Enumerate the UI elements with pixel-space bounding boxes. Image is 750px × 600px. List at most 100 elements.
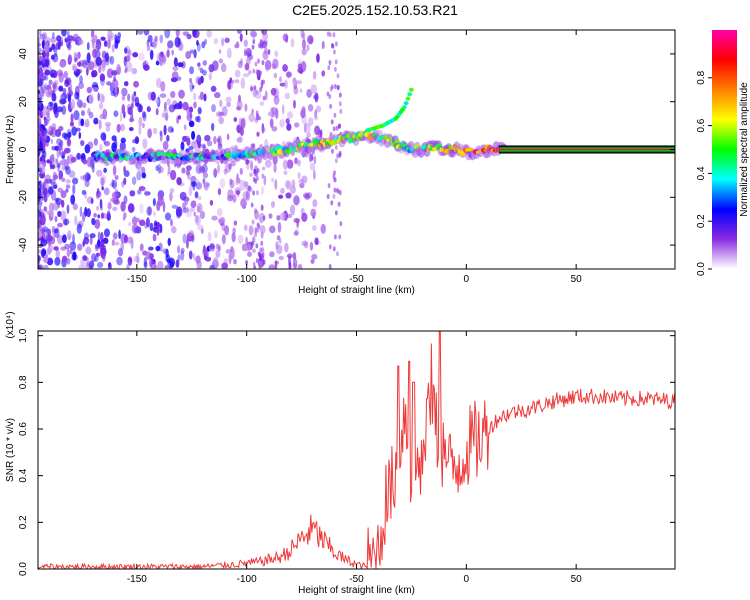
noise-blob: [64, 166, 69, 171]
noise-blob: [190, 200, 197, 209]
noise-blob: [106, 81, 112, 86]
noise-blob: [328, 244, 332, 250]
noise-blob: [162, 140, 169, 151]
noise-blob: [38, 72, 41, 83]
noise-blob: [74, 91, 79, 100]
noise-blob: [72, 203, 78, 211]
noise-blob: [176, 177, 182, 186]
noise-blob: [41, 226, 49, 232]
noise-blob: [94, 43, 101, 50]
noise-blob: [54, 80, 59, 85]
noise-blob: [39, 140, 43, 149]
noise-blob: [83, 122, 90, 128]
noise-blob: [112, 165, 117, 176]
noise-blob: [306, 88, 312, 98]
noise-blob: [287, 111, 294, 119]
noise-blob: [260, 204, 264, 211]
noise-blob: [328, 94, 332, 100]
noise-blob: [101, 94, 106, 103]
noise-blob: [240, 198, 247, 208]
noise-blob: [42, 52, 47, 59]
noise-blob: [146, 206, 153, 216]
noise-blob: [119, 111, 123, 122]
noise-blob: [193, 101, 197, 109]
noise-blob: [289, 204, 296, 216]
noise-blob: [38, 50, 41, 61]
noise-blob: [312, 199, 318, 208]
noise-blob: [158, 166, 164, 174]
noise-blob: [297, 67, 304, 74]
noise-blob: [100, 132, 107, 141]
noise-blob: [230, 247, 236, 259]
noise-blob: [233, 258, 237, 265]
noise-blob: [334, 158, 338, 164]
noise-blob: [240, 117, 246, 129]
noise-blob: [103, 187, 110, 196]
noise-blob: [336, 73, 340, 79]
noise-blob: [116, 256, 123, 266]
noise-blob: [114, 40, 119, 49]
noise-blob: [182, 31, 189, 36]
noise-blob: [38, 181, 42, 192]
y-axis-label: SNR (10 * v/v): [5, 418, 16, 482]
noise-blob: [194, 191, 199, 199]
noise-blob: [309, 241, 314, 251]
noise-blob: [175, 30, 180, 38]
noise-blob: [92, 87, 99, 92]
noise-blob: [167, 237, 171, 247]
noise-blob: [196, 205, 201, 213]
noise-blob: [216, 163, 220, 174]
noise-blob: [70, 113, 74, 124]
noise-blob: [258, 43, 261, 49]
noise-blob: [127, 93, 131, 102]
noise-blob: [65, 184, 71, 189]
noise-blob: [109, 55, 115, 65]
noise-blob: [332, 173, 336, 179]
noise-blob: [190, 181, 197, 187]
noise-blob: [219, 178, 226, 189]
noise-blob: [99, 198, 103, 209]
y-tick-label: 40: [18, 48, 29, 60]
noise-blob: [235, 190, 241, 196]
noise-blob: [38, 42, 41, 48]
noise-blob: [245, 190, 251, 201]
noise-blob: [86, 52, 91, 63]
noise-blob: [89, 236, 93, 245]
noise-blob: [159, 131, 163, 142]
noise-blob: [185, 238, 189, 249]
noise-blob: [229, 179, 235, 189]
noise-blob: [274, 178, 278, 190]
noise-blob: [101, 186, 104, 191]
noise-blob: [254, 232, 258, 238]
noise-blob: [304, 193, 311, 200]
noise-blob: [185, 209, 192, 218]
noise-blob: [77, 61, 82, 67]
noise-blob: [132, 52, 139, 58]
noise-blob: [67, 92, 72, 103]
noise-blob: [209, 199, 214, 206]
noise-blob: [260, 240, 264, 246]
noise-blob: [239, 179, 246, 191]
noise-blob: [162, 201, 166, 213]
colorbar-label: Normalized spectral amplitude: [739, 82, 750, 217]
noise-blob: [233, 117, 238, 122]
noise-blob: [80, 258, 86, 267]
noise-blob: [111, 79, 119, 89]
noise-blob: [314, 109, 318, 119]
noise-blob: [106, 68, 114, 79]
noise-blob: [338, 92, 342, 98]
noise-blob: [138, 186, 146, 192]
noise-blob: [245, 48, 252, 57]
noise-blob: [163, 101, 167, 112]
noise-blob: [55, 158, 59, 164]
noise-blob: [197, 78, 202, 86]
noise-blob: [68, 170, 76, 178]
noise-blob: [38, 60, 43, 66]
noise-blob: [146, 106, 151, 113]
noise-blob: [66, 128, 72, 140]
noise-blob: [197, 62, 201, 67]
plot-frame-bottom: [37, 330, 676, 570]
noise-blob: [123, 81, 129, 87]
noise-blob: [164, 112, 169, 121]
noise-blob: [161, 112, 165, 119]
